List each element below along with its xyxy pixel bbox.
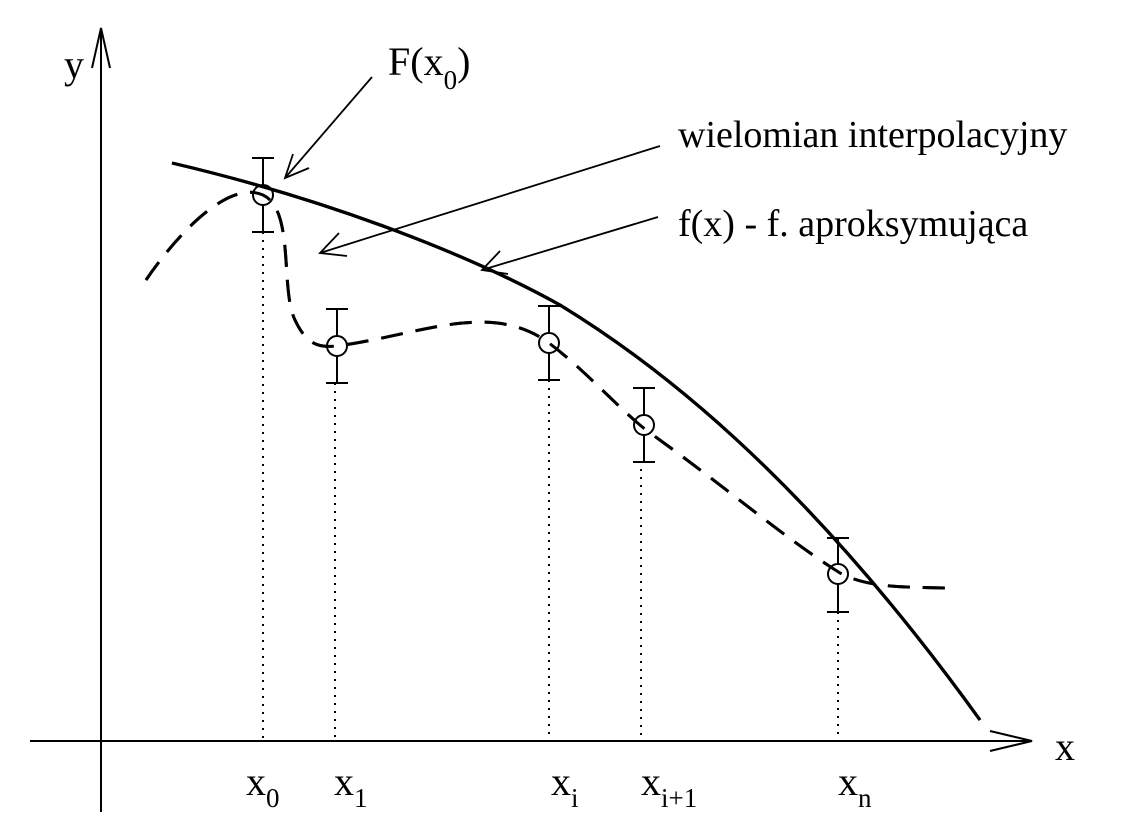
x-point-labels: x0 x1 xi xi+1 xn [246,759,872,813]
approximating-curve [171,161,982,721]
approximating-curve-overlay [171,161,982,721]
arrow-interp-head [318,232,348,257]
arrow-F-x0 [284,76,373,179]
point-label-0: x0 [246,759,280,813]
point-label-4: xn [838,759,872,813]
drop-lines [262,232,839,741]
arrow-F-x0-head [283,153,310,180]
annotation-arrows [283,76,661,275]
x-axis-label: x [1055,724,1075,769]
data-point-x1 [326,308,348,384]
x-axis-arrowhead [989,730,1033,752]
point-label-3: xi+1 [641,759,697,813]
y-axis-label: y [64,42,84,87]
data-point-xi [538,305,560,381]
y-axis-arrowhead [91,27,111,69]
arrow-approx [481,216,659,271]
point-label-1: x1 [334,759,368,813]
label-approximating-function: f(x) - f. aproksymująca [678,203,1028,245]
label-F-x0: F(x0) [388,39,470,95]
arrow-approx-head [480,250,509,275]
point-label-2: xi [551,759,579,813]
label-interpolating-polynomial: wielomian interpolacyjny [678,114,1067,156]
interpolating-curve-overlay [144,190,946,590]
data-point-xi1 [633,387,655,463]
arrow-interp [319,145,661,254]
